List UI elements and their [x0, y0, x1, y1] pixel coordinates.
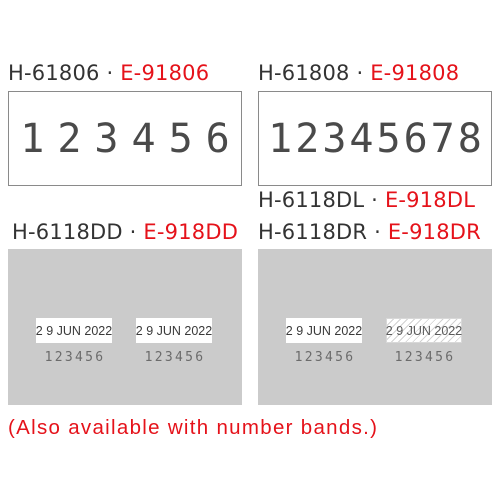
eight-digit-stamp-box: 12345678 [258, 91, 492, 186]
six-digit-stamp-box: 123456 [8, 91, 242, 186]
dd-sample-panel: 2 9 JUN 2022 123456 2 9 JUN 2022 123456 [8, 249, 242, 405]
number-band: 123456 [44, 350, 106, 365]
model-label-6118dl: H-6118DL · E-918DL [258, 188, 476, 212]
dl-dr-sample-panel: 2 9 JUN 2022 123456 2 9 JUN 2022 123456 [258, 249, 492, 405]
availability-note: (Also available with number bands.) [8, 416, 379, 439]
stamp-sample: 2 9 JUN 2022 123456 [36, 318, 112, 365]
number-band: 123456 [294, 350, 356, 365]
six-digit-number: 123456 [20, 115, 243, 162]
date-band: 2 9 JUN 2022 [286, 318, 362, 343]
number-band: 123456 [144, 350, 206, 365]
model-label-61806: H-61806 · E-91806 [8, 61, 210, 85]
date-band: 2 9 JUN 2022 [36, 318, 112, 343]
model-label-6118dr: H-6118DR · E-918DR [258, 220, 481, 244]
model-label-6118dd: H-6118DD · E-918DD [12, 220, 239, 244]
stamp-sample-hatched: 2 9 JUN 2022 123456 [386, 318, 462, 365]
number-band: 123456 [394, 350, 456, 365]
date-band-hatched: 2 9 JUN 2022 [386, 318, 462, 343]
stamp-sample: 2 9 JUN 2022 123456 [286, 318, 362, 365]
stamp-sample: 2 9 JUN 2022 123456 [136, 318, 212, 365]
date-band: 2 9 JUN 2022 [136, 318, 212, 343]
model-label-61808: H-61808 · E-91808 [258, 61, 460, 85]
eight-digit-number: 12345678 [268, 115, 485, 162]
